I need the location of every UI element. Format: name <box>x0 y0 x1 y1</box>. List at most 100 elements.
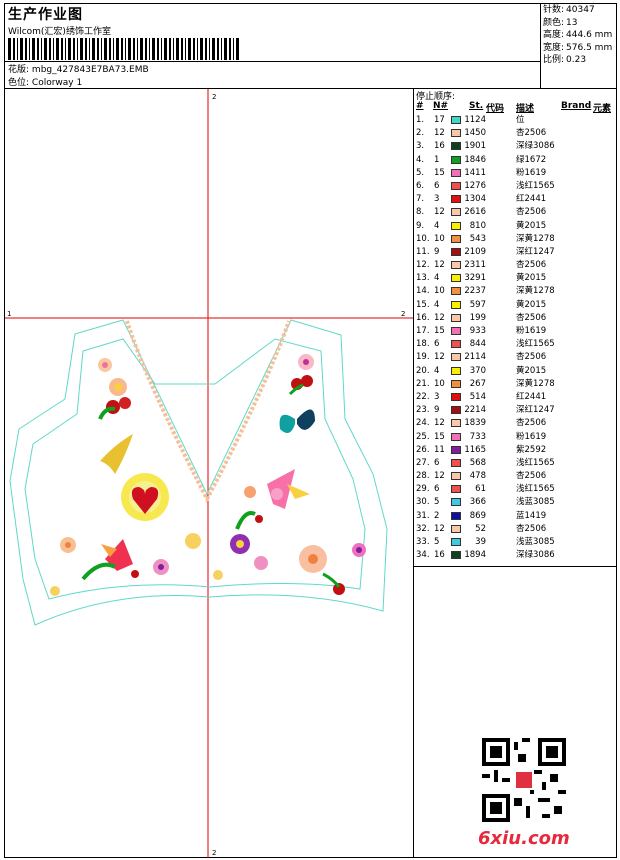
row-needle: 4 <box>434 365 440 376</box>
col-description: 描述 <box>516 104 535 114</box>
stop-sequence-title: 停止顺序: <box>416 92 456 102</box>
color-swatch <box>451 511 461 520</box>
flower-pink-right-icon <box>254 556 268 570</box>
cherry-bottom-icon <box>322 572 345 595</box>
color-swatch <box>451 287 461 296</box>
row-needle: 10 <box>434 378 445 389</box>
row-index: 25. <box>416 431 430 442</box>
row-description: 粉1619 <box>516 431 547 442</box>
header-left: 生产作业图 Wilcom(汇宏)绣饰工作室 <box>6 4 536 88</box>
table-row: 33. 5 39 浅蓝3085 <box>416 536 616 549</box>
row-needle: 12 <box>434 207 445 218</box>
stop-table-header: # N# St. 代码 描述 Brand 元素 <box>416 101 616 114</box>
table-row: 32. 12 52 杏2506 <box>416 523 616 536</box>
row-index: 3. <box>416 141 425 152</box>
color-swatch <box>451 116 461 124</box>
barcode-icon <box>8 38 239 60</box>
marker-left: 1 <box>7 310 11 318</box>
color-swatch <box>451 498 461 507</box>
row-stitches: 1839 <box>464 418 486 429</box>
color-swatch <box>451 379 461 388</box>
color-swatch <box>451 155 461 164</box>
row-needle: 12 <box>434 352 445 363</box>
row-stitches: 514 <box>469 391 486 402</box>
flower-yellow-icon <box>50 586 60 596</box>
row-stitches: 370 <box>469 365 486 376</box>
table-row: 30. 5 366 浅蓝3085 <box>416 496 616 509</box>
row-needle: 10 <box>434 286 445 297</box>
info-row: 高度: 444.6 mm <box>543 30 613 40</box>
row-description: 浅蓝3085 <box>516 537 555 547</box>
company-name: Wilcom(汇宏)绣饰工作室 <box>8 27 111 37</box>
color-swatch <box>451 129 461 138</box>
color-swatch <box>451 472 461 481</box>
row-index: 17. <box>416 326 430 336</box>
row-needle: 4 <box>434 273 440 284</box>
row-needle: 12 <box>434 312 445 323</box>
color-swatch <box>451 261 461 270</box>
flower-right-peach-icon <box>244 486 256 498</box>
row-description: 杏2506 <box>516 471 547 482</box>
row-description: 杏2506 <box>516 352 547 363</box>
row-index: 19. <box>416 352 430 363</box>
color-swatch <box>451 485 461 494</box>
flower-purple-icon <box>153 559 169 575</box>
marker-top: 2 <box>212 93 216 101</box>
qr-code-icon <box>482 738 566 822</box>
star-flower-icon <box>185 533 201 549</box>
row-needle: 6 <box>434 484 440 495</box>
table-row: 14. 10 2237 深黄1278 <box>416 285 616 298</box>
row-stitches: 1276 <box>464 180 486 191</box>
header-separator <box>540 3 541 88</box>
row-index: 21. <box>416 378 430 389</box>
row-needle: 15 <box>434 326 445 336</box>
row-needle: 12 <box>434 523 445 534</box>
table-row: 11. 9 2109 深红1247 <box>416 246 616 259</box>
table-row: 5. 15 1411 粉1619 <box>416 167 616 180</box>
row-needle: 15 <box>434 167 445 178</box>
row-needle: 6 <box>434 339 440 350</box>
color-swatch <box>451 300 461 309</box>
row-stitches: 810 <box>469 220 486 231</box>
row-needle: 12 <box>434 418 445 429</box>
header-bottom-border <box>4 88 617 89</box>
row-index: 29. <box>416 484 430 495</box>
info-row: 针数: 40347 <box>543 5 595 15</box>
color-swatch <box>451 432 461 441</box>
row-description: 粉1619 <box>516 167 547 178</box>
table-row: 28. 12 478 杏2506 <box>416 470 616 483</box>
lily-icon <box>81 539 139 581</box>
row-description: 杏2506 <box>516 418 547 429</box>
flower-orange-icon <box>299 545 327 573</box>
color-swatch <box>451 366 461 375</box>
row-index: 32. <box>416 523 430 534</box>
colorway-value: Colorway 1 <box>31 78 83 88</box>
color-swatch <box>451 221 461 230</box>
row-stitches: 1846 <box>464 154 486 165</box>
row-stitches: 52 <box>475 523 486 534</box>
row-description: 绿1672 <box>516 154 547 165</box>
info-row: 颜色: 13 <box>543 17 578 28</box>
table-row: 8. 12 2616 杏2506 <box>416 206 616 219</box>
row-needle: 16 <box>434 141 445 152</box>
row-index: 16. <box>416 312 430 323</box>
sheet-frame <box>4 3 617 858</box>
row-stitches: 1411 <box>464 167 486 178</box>
row-needle: 6 <box>434 457 440 468</box>
row-index: 31. <box>416 510 430 521</box>
row-description: 黄2015 <box>516 273 547 284</box>
sheet-title: 生产作业图 <box>8 7 83 23</box>
row-index: 8. <box>416 207 425 218</box>
row-needle: 11 <box>434 444 445 455</box>
row-description: 杏2506 <box>516 128 547 139</box>
neckline-trim-icon <box>125 320 291 504</box>
row-index: 24. <box>416 418 430 429</box>
row-description: 深黄1278 <box>516 233 555 244</box>
row-needle: 12 <box>434 128 445 139</box>
leaf-stem-icon <box>235 511 263 530</box>
table-row: 6. 6 1276 浅红1565 <box>416 180 616 193</box>
row-needle: 3 <box>434 194 440 205</box>
table-row: 3. 16 1901 深绿3086 <box>416 140 616 153</box>
row-description: 杏2506 <box>516 207 547 218</box>
row-description: 深黄1278 <box>516 286 555 297</box>
